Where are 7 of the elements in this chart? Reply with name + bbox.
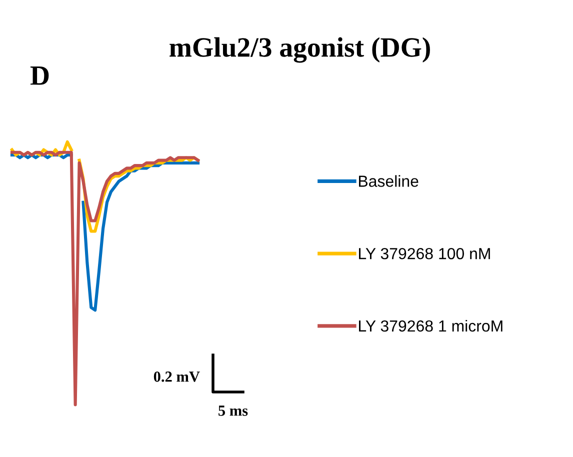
text: 5 ms — [218, 406, 248, 416]
legend-label: Baseline — [359, 175, 418, 187]
text: mGlu2/3 agonist (DG) — [170, 37, 430, 63]
legend-label: LY 379268 100 nM — [359, 248, 490, 260]
annotation: 0.2 mV — [154, 372, 200, 382]
legend-label: LY 379268 1 microM — [359, 320, 502, 332]
text: D — [30, 66, 49, 85]
